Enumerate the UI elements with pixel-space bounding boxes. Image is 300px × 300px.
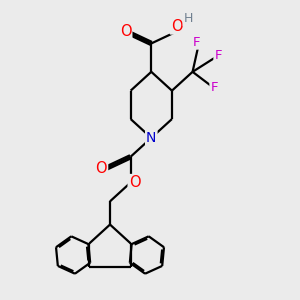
Text: O: O [171, 19, 182, 34]
Text: N: N [146, 131, 157, 145]
Text: O: O [95, 161, 107, 176]
Text: O: O [129, 175, 140, 190]
Text: F: F [193, 36, 200, 49]
Text: F: F [214, 49, 222, 62]
Text: F: F [210, 81, 218, 94]
Text: O: O [120, 24, 131, 39]
Text: H: H [184, 12, 193, 26]
